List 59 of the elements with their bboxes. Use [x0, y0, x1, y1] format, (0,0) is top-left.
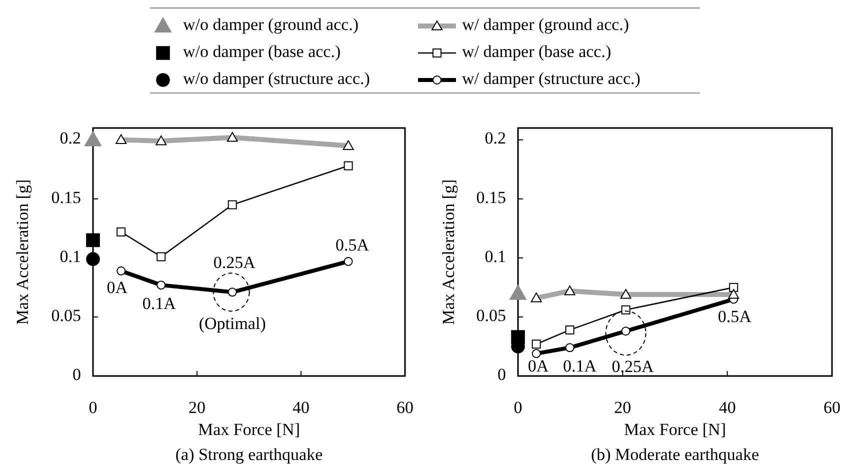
- y-axis-title: Max Acceleration [g]: [438, 179, 458, 325]
- y-tick-label: 0.05: [51, 306, 81, 325]
- annotation: 0.5A: [718, 307, 752, 326]
- annotation: 0.1A: [563, 356, 598, 376]
- point: [228, 288, 237, 297]
- point: [344, 256, 353, 266]
- point: [532, 349, 541, 358]
- annotation: 0A: [106, 278, 128, 297]
- point: [156, 280, 166, 290]
- y-axis-title: Max Acceleration [g]: [12, 179, 32, 325]
- legend-label: w/ damper (structure acc.): [462, 68, 640, 88]
- point: [510, 284, 526, 300]
- x-tick-label: 40: [292, 398, 310, 417]
- annotation: 0.5A: [336, 235, 370, 254]
- point: [86, 233, 100, 248]
- legend-label: w/o damper (structure acc.): [183, 68, 370, 88]
- y-tick-label: 0.1: [484, 246, 506, 266]
- x-axis-title: Max Force [N]: [198, 420, 300, 439]
- text: (a) Strong earthquake: [175, 444, 323, 464]
- point: [621, 326, 630, 336]
- y-tick-label: 0.05: [476, 306, 506, 325]
- x-tick-label: 60: [396, 398, 414, 417]
- legend-label: w/o damper (ground acc.): [183, 14, 359, 34]
- legend-label: w/ damper (ground acc.): [462, 14, 630, 34]
- y-tick-label: 0.15: [476, 188, 506, 207]
- point: [729, 282, 738, 292]
- point: [86, 252, 100, 266]
- annotation: 0.25A: [213, 253, 256, 272]
- point: [532, 340, 541, 349]
- y-tick-label: 0.15: [51, 188, 81, 207]
- point: [344, 161, 353, 170]
- annotation: 0.1A: [142, 294, 177, 313]
- point: [116, 227, 126, 236]
- y-tick-label: 0: [498, 364, 506, 384]
- point: [84, 131, 102, 146]
- y-tick-label: 0.1: [60, 246, 81, 266]
- y-tick-label: 0.2: [60, 128, 81, 148]
- y-tick-label: 0: [72, 364, 81, 384]
- y-tick-label: 0.2: [484, 128, 506, 148]
- point: [565, 343, 574, 352]
- annotation: 0.25A: [612, 357, 655, 376]
- x-tick-label: 0: [514, 398, 522, 417]
- x-axis-title: Max Force [N]: [624, 420, 726, 439]
- x-tick-label: 20: [614, 398, 632, 417]
- annotation: (Optimal): [198, 314, 266, 334]
- point: [228, 200, 237, 210]
- point: [511, 330, 525, 344]
- point: [156, 252, 166, 262]
- point: [116, 266, 126, 276]
- annotation: 0A: [528, 356, 550, 376]
- legend-label: w/ damper (base acc.): [462, 42, 612, 61]
- point: [565, 325, 574, 334]
- text: (b) Moderate earthquake: [590, 444, 760, 464]
- x-tick-label: 0: [88, 398, 98, 417]
- x-tick-label: 20: [188, 398, 206, 417]
- legend-label: w/o damper (base acc.): [183, 42, 341, 61]
- x-tick-label: 40: [718, 398, 736, 417]
- point: [621, 305, 630, 314]
- x-tick-label: 60: [824, 398, 840, 417]
